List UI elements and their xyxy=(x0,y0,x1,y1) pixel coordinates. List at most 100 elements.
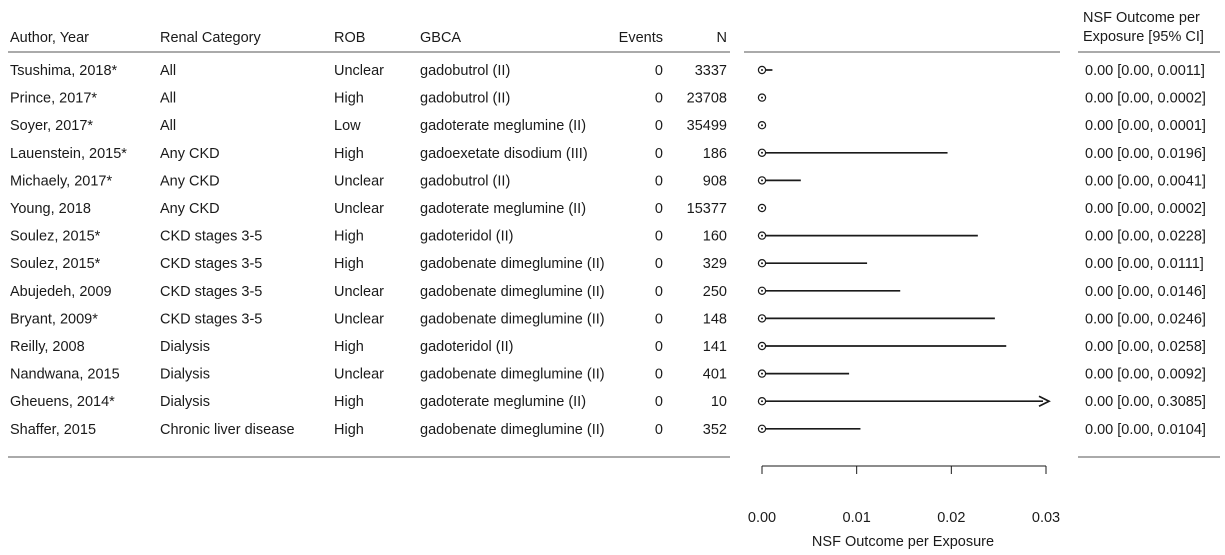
row-rob: High xyxy=(334,146,364,162)
row-rob: Unclear xyxy=(334,284,384,300)
point-estimate-dot xyxy=(761,124,763,127)
row-author: Gheuens, 2014* xyxy=(10,394,115,410)
row-rob: High xyxy=(334,339,364,355)
row-outcome-label: 0.00 [0.00, 0.0001] xyxy=(1085,118,1206,134)
row-author: Reilly, 2008 xyxy=(10,339,85,355)
row-gbca: gadoteridol (II) xyxy=(420,339,514,355)
point-estimate-dot xyxy=(761,317,763,320)
row-n: 908 xyxy=(703,173,727,189)
row-outcome-label: 0.00 [0.00, 0.0258] xyxy=(1085,339,1206,355)
row-rob: High xyxy=(334,91,364,107)
row-gbca: gadoterate meglumine (II) xyxy=(420,394,586,410)
row-author: Lauenstein, 2015* xyxy=(10,146,127,162)
row-n: 352 xyxy=(703,422,727,438)
point-estimate-dot xyxy=(761,96,763,99)
row-category: Dialysis xyxy=(160,339,210,355)
row-n: 329 xyxy=(703,256,727,272)
row-n: 250 xyxy=(703,284,727,300)
row-n: 160 xyxy=(703,229,727,245)
header-gbca: GBCA xyxy=(420,30,461,46)
point-estimate-dot xyxy=(761,151,763,154)
row-events: 0 xyxy=(655,367,663,383)
row-author: Soyer, 2017* xyxy=(10,118,93,134)
table-row: Lauenstein, 2015* Any CKD High gadoexetate … xyxy=(10,146,1206,162)
row-events: 0 xyxy=(655,173,663,189)
row-outcome-label: 0.00 [0.00, 0.0041] xyxy=(1085,173,1206,189)
row-events: 0 xyxy=(655,118,663,134)
row-n: 141 xyxy=(703,339,727,355)
row-category: Any CKD xyxy=(160,173,220,189)
point-estimate-dot xyxy=(761,289,763,292)
row-gbca: gadobutrol (II) xyxy=(420,173,510,189)
row-outcome-label: 0.00 [0.00, 0.0228] xyxy=(1085,229,1206,245)
header-author: Author, Year xyxy=(10,30,89,46)
row-gbca: gadobenate dimeglumine (II) xyxy=(420,256,605,272)
row-outcome-label: 0.00 [0.00, 0.0002] xyxy=(1085,91,1206,107)
table-row: Abujedeh, 2009 CKD stages 3-5 Unclear gadob… xyxy=(10,284,1206,300)
point-estimate-dot xyxy=(761,345,763,347)
row-events: 0 xyxy=(655,339,663,355)
row-category: Dialysis xyxy=(160,367,210,383)
study-rows: Tsushima, 2018* All Unclear gadobutrol (II)… xyxy=(10,63,1206,438)
row-category: CKD stages 3-5 xyxy=(160,229,262,245)
row-n: 401 xyxy=(703,367,727,383)
table-row: Shaffer, 2015 Chronic liver disease High ga… xyxy=(10,422,1206,438)
row-gbca: gadobutrol (II) xyxy=(420,91,510,107)
row-outcome-label: 0.00 [0.00, 0.0104] xyxy=(1085,422,1206,438)
row-events: 0 xyxy=(655,284,663,300)
point-estimate-dot xyxy=(761,207,763,209)
row-category: Any CKD xyxy=(160,201,220,217)
row-outcome-label: 0.00 [0.00, 0.0092] xyxy=(1085,367,1206,383)
x-tick-label: 0.02 xyxy=(937,510,965,526)
row-author: Prince, 2017* xyxy=(10,91,97,107)
row-gbca: gadobenate dimeglumine (II) xyxy=(420,422,605,438)
row-n: 10 xyxy=(711,394,727,410)
header-outcome-line1: NSF Outcome per xyxy=(1083,10,1200,26)
header-events: Events xyxy=(619,30,663,46)
row-gbca: gadobenate dimeglumine (II) xyxy=(420,284,605,300)
table-row: Reilly, 2008 Dialysis High gadoteridol (II)… xyxy=(10,339,1206,355)
row-n: 186 xyxy=(703,146,727,162)
row-gbca: gadoteridol (II) xyxy=(420,229,514,245)
row-outcome-label: 0.00 [0.00, 0.3085] xyxy=(1085,394,1206,410)
row-category: All xyxy=(160,91,176,107)
row-rob: Unclear xyxy=(334,173,384,189)
row-rob: Unclear xyxy=(334,311,384,327)
row-rob: Unclear xyxy=(334,367,384,383)
table-row: Soulez, 2015* CKD stages 3-5 High gadoterid… xyxy=(10,229,1206,245)
row-author: Soulez, 2015* xyxy=(10,229,101,245)
row-rob: High xyxy=(334,256,364,272)
row-rob: Low xyxy=(334,118,361,134)
point-estimate-dot xyxy=(761,179,763,182)
row-rob: Unclear xyxy=(334,63,384,79)
header-outcome-line2: Exposure [95% CI] xyxy=(1083,29,1204,45)
table-row: Gheuens, 2014* Dialysis High gadoterate meg… xyxy=(10,394,1206,410)
row-author: Abujedeh, 2009 xyxy=(10,284,112,300)
row-n: 148 xyxy=(703,311,727,327)
row-events: 0 xyxy=(655,422,663,438)
row-events: 0 xyxy=(655,394,663,410)
row-events: 0 xyxy=(655,63,663,79)
row-author: Young, 2018 xyxy=(10,201,91,217)
row-n: 23708 xyxy=(687,91,727,107)
row-category: All xyxy=(160,118,176,134)
ci-arrow xyxy=(1038,395,1051,407)
row-gbca: gadoexetate disodium (III) xyxy=(420,146,588,162)
row-rob: High xyxy=(334,229,364,245)
row-rob: High xyxy=(334,394,364,410)
row-gbca: gadoterate meglumine (II) xyxy=(420,201,586,217)
header-rob: ROB xyxy=(334,30,365,46)
row-author: Bryant, 2009* xyxy=(10,311,98,327)
row-n: 15377 xyxy=(687,201,727,217)
row-events: 0 xyxy=(655,91,663,107)
row-outcome-label: 0.00 [0.00, 0.0246] xyxy=(1085,311,1206,327)
row-events: 0 xyxy=(655,201,663,217)
table-row: Prince, 2017* All High gadobutrol (II) 0 2370… xyxy=(10,91,1206,107)
row-n: 3337 xyxy=(695,63,727,79)
row-category: Any CKD xyxy=(160,146,220,162)
row-events: 0 xyxy=(655,229,663,245)
x-tick-label: 0.00 xyxy=(748,510,776,526)
row-outcome-label: 0.00 [0.00, 0.0196] xyxy=(1085,146,1206,162)
row-outcome-label: 0.00 [0.00, 0.0146] xyxy=(1085,284,1206,300)
